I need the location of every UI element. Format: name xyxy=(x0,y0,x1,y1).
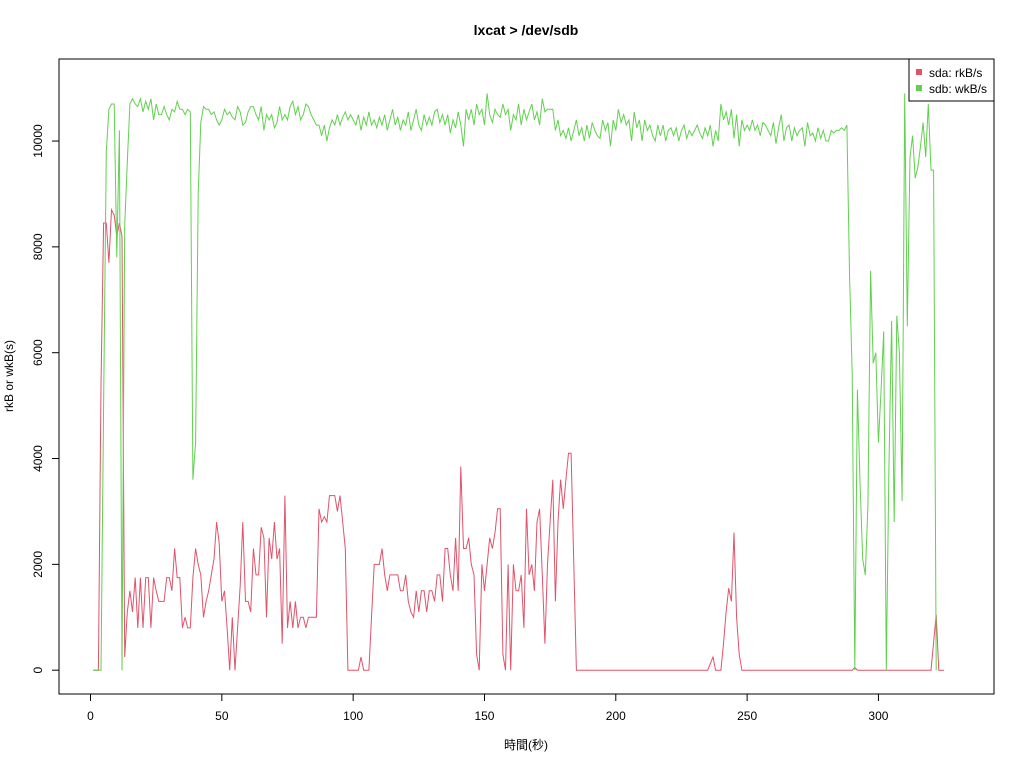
plot-lines xyxy=(93,93,945,671)
x-tick-label: 250 xyxy=(737,709,757,723)
series-line-sda xyxy=(93,207,945,671)
legend-box xyxy=(908,58,995,102)
series-line-sdb xyxy=(93,93,937,671)
x-axis-label: 時間(秒) xyxy=(504,738,548,752)
chart-title: lxcat > /dev/sdb xyxy=(474,22,579,38)
legend-label-sdb: sdb: wkB/s xyxy=(929,82,987,96)
y-axis-label: rkB or wkB(s) xyxy=(2,340,16,412)
y-axis: 0 2000 4000 6000 8000 10000 xyxy=(31,124,60,674)
legend-label-sda: sda: rkB/s xyxy=(929,66,982,80)
x-tick-label: 200 xyxy=(606,709,626,723)
y-tick-label: 6000 xyxy=(31,339,45,366)
x-tick-label: 0 xyxy=(87,709,94,723)
legend: sda: rkB/s sdb: wkB/s xyxy=(908,58,995,102)
y-tick-label: 4000 xyxy=(31,445,45,472)
x-tick-label: 300 xyxy=(868,709,888,723)
x-tick-label: 50 xyxy=(215,709,229,723)
y-tick-label: 0 xyxy=(31,667,45,674)
x-axis: 0 50 100 150 200 250 300 xyxy=(87,693,889,723)
legend-swatch-sda xyxy=(916,69,922,75)
legend-swatch-sdb xyxy=(916,85,922,91)
x-tick-label: 100 xyxy=(343,709,363,723)
y-tick-label: 2000 xyxy=(31,551,45,578)
x-tick-label: 150 xyxy=(474,709,494,723)
y-tick-label: 8000 xyxy=(31,233,45,260)
y-tick-label: 10000 xyxy=(31,124,45,158)
